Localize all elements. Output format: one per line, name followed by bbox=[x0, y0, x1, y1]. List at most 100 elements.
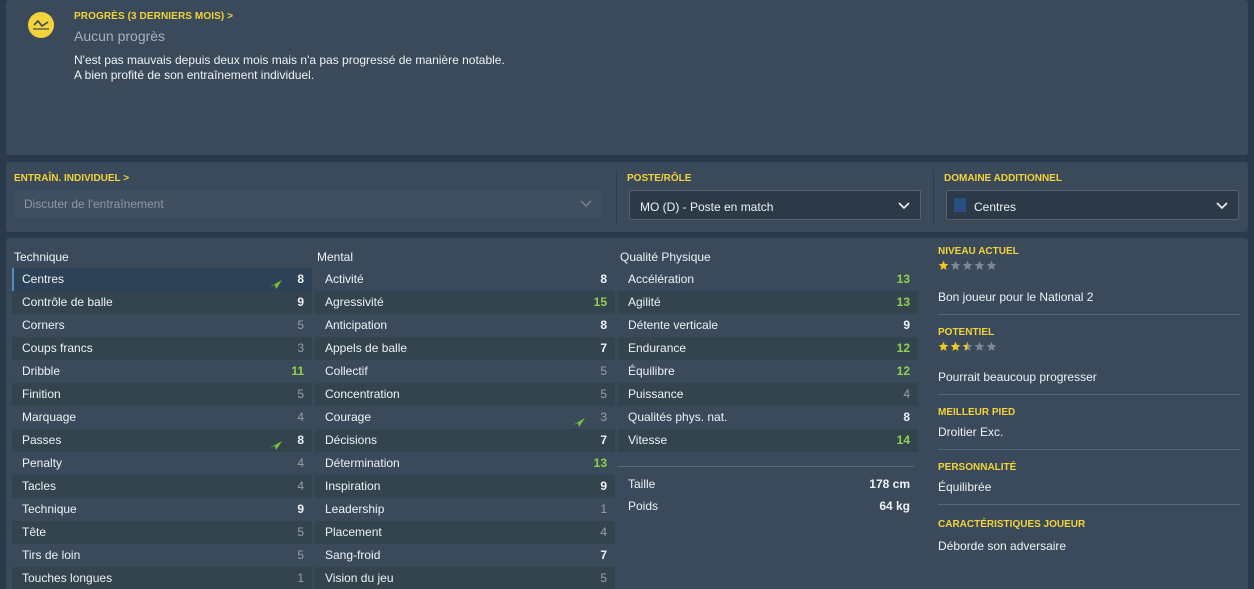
star-icon bbox=[938, 341, 949, 355]
attribute-name: Marquage bbox=[22, 410, 77, 424]
current-ability-label: NIVEAU ACTUEL bbox=[938, 246, 1019, 257]
attribute-row[interactable]: Penalty 4 bbox=[12, 452, 312, 475]
attribute-row[interactable]: Agressivité 15 bbox=[315, 291, 615, 314]
attribute-row[interactable]: Dribble 11 bbox=[12, 360, 312, 383]
attribute-name: Placement bbox=[325, 525, 382, 539]
attribute-row[interactable]: Centres 8 bbox=[12, 268, 312, 291]
attribute-name: Décisions bbox=[325, 433, 378, 447]
attribute-name: Vitesse bbox=[628, 433, 668, 447]
traits-label: CARACTÉRISTIQUES JOUEUR bbox=[938, 519, 1086, 530]
attribute-row[interactable]: Puissance 4 bbox=[618, 383, 918, 406]
divider bbox=[938, 449, 1240, 450]
attribute-name: Dribble bbox=[22, 364, 61, 378]
current-ability-text: Bon joueur pour le National 2 bbox=[938, 290, 1094, 304]
attribute-value: 14 bbox=[896, 433, 910, 447]
attribute-row[interactable]: Appels de balle 7 bbox=[315, 337, 615, 360]
attribute-name: Activité bbox=[325, 272, 364, 286]
attribute-value: 8 bbox=[297, 433, 304, 447]
progress-line-1: N'est pas mauvais depuis deux mois mais … bbox=[74, 53, 505, 67]
divider bbox=[616, 170, 617, 224]
attribute-value: 7 bbox=[600, 341, 607, 355]
star-icon bbox=[986, 341, 997, 355]
attribute-row[interactable]: Collectif 5 bbox=[315, 360, 615, 383]
weight-row: Poids 64 kg bbox=[618, 495, 918, 517]
attribute-row[interactable]: Marquage 4 bbox=[12, 406, 312, 429]
attribute-row[interactable]: Agilité 13 bbox=[618, 291, 918, 314]
attribute-row[interactable]: Placement 4 bbox=[315, 521, 615, 544]
attribute-value: 5 bbox=[600, 387, 607, 401]
attribute-row[interactable]: Détermination 13 bbox=[315, 452, 615, 475]
attribute-name: Tacles bbox=[22, 479, 57, 493]
attribute-row[interactable]: Courage 3 bbox=[315, 406, 615, 429]
attribute-row[interactable]: Endurance 12 bbox=[618, 337, 918, 360]
mental-header: Mental bbox=[317, 250, 354, 264]
additional-dropdown[interactable]: Centres bbox=[946, 190, 1239, 220]
attribute-row[interactable]: Finition 5 bbox=[12, 383, 312, 406]
attribute-row[interactable]: Contrôle de balle 9 bbox=[12, 291, 312, 314]
attribute-row[interactable]: Corners 5 bbox=[12, 314, 312, 337]
attribute-row[interactable]: Leadership 1 bbox=[315, 498, 615, 521]
star-icon bbox=[986, 260, 997, 274]
attribute-row[interactable]: Coups francs 3 bbox=[12, 337, 312, 360]
attribute-row[interactable]: Activité 8 bbox=[315, 268, 615, 291]
attribute-value: 9 bbox=[903, 318, 910, 332]
foot-label: MEILLEUR PIED bbox=[938, 407, 1016, 418]
attribute-value: 4 bbox=[297, 410, 304, 424]
attribute-row[interactable]: Détente verticale 9 bbox=[618, 314, 918, 337]
physical-column: Qualité Physique Accélération 13 Agilité 13… bbox=[618, 246, 918, 517]
selectors-panel: ENTRAÎN. INDIVIDUEL > Discuter de l'entr… bbox=[6, 162, 1248, 232]
star-icon bbox=[950, 341, 961, 355]
role-label: POSTE/RÔLE bbox=[627, 173, 692, 184]
height-label: Taille bbox=[628, 477, 656, 491]
training-discuss-text: Discuter de l'entraînement bbox=[24, 197, 164, 211]
attribute-row[interactable]: Décisions 7 bbox=[315, 429, 615, 452]
chevron-down-icon bbox=[1216, 200, 1228, 214]
attribute-row[interactable]: Tacles 4 bbox=[12, 475, 312, 498]
attribute-value: 5 bbox=[297, 525, 304, 539]
attribute-value: 1 bbox=[600, 502, 607, 516]
attribute-name: Vision du jeu bbox=[325, 571, 394, 585]
attribute-row[interactable]: Équilibre 12 bbox=[618, 360, 918, 383]
attribute-row[interactable]: Vision du jeu 5 bbox=[315, 567, 615, 589]
attribute-value: 3 bbox=[600, 410, 607, 424]
attributes-panel: Technique Centres 8 Contrôle de balle 9 Corn… bbox=[6, 238, 1248, 589]
divider bbox=[933, 170, 934, 224]
attribute-row[interactable]: Tête 5 bbox=[12, 521, 312, 544]
technique-column: Technique Centres 8 Contrôle de balle 9 Corn… bbox=[12, 246, 312, 589]
attribute-name: Anticipation bbox=[325, 318, 388, 332]
attribute-row[interactable]: Anticipation 8 bbox=[315, 314, 615, 337]
progress-label-link[interactable]: PROGRÈS (3 DERNIERS MOIS) > bbox=[74, 11, 234, 22]
star-icon bbox=[962, 260, 973, 274]
training-focus-arrow-icon bbox=[270, 274, 282, 297]
attribute-row[interactable]: Inspiration 9 bbox=[315, 475, 615, 498]
attribute-name: Concentration bbox=[325, 387, 400, 401]
attribute-value: 5 bbox=[297, 548, 304, 562]
training-label-link[interactable]: ENTRAÎN. INDIVIDUEL > bbox=[14, 173, 130, 184]
progress-panel: PROGRÈS (3 DERNIERS MOIS) > Aucun progrè… bbox=[6, 0, 1248, 155]
attribute-row[interactable]: Qualités phys. nat. 8 bbox=[618, 406, 918, 429]
attribute-row[interactable]: Sang-froid 7 bbox=[315, 544, 615, 567]
attribute-name: Contrôle de balle bbox=[22, 295, 113, 309]
attribute-row[interactable]: Concentration 5 bbox=[315, 383, 615, 406]
attribute-name: Accélération bbox=[628, 272, 695, 286]
attribute-name: Courage bbox=[325, 410, 372, 424]
attribute-row[interactable]: Touches longues 1 bbox=[12, 567, 312, 589]
attribute-name: Détermination bbox=[325, 456, 400, 470]
attribute-row[interactable]: Passes 8 bbox=[12, 429, 312, 452]
additional-value: Centres bbox=[974, 200, 1017, 214]
attribute-row[interactable]: Tirs de loin 5 bbox=[12, 544, 312, 567]
attribute-value: 4 bbox=[297, 456, 304, 470]
attribute-name: Tête bbox=[22, 525, 47, 539]
attribute-name: Leadership bbox=[325, 502, 385, 516]
attribute-value: 8 bbox=[600, 272, 607, 286]
attribute-name: Touches longues bbox=[22, 571, 113, 585]
attribute-row[interactable]: Vitesse 14 bbox=[618, 429, 918, 452]
attribute-name: Sang-froid bbox=[325, 548, 381, 562]
attribute-row[interactable]: Technique 9 bbox=[12, 498, 312, 521]
attribute-row[interactable]: Accélération 13 bbox=[618, 268, 918, 291]
attribute-value: 9 bbox=[297, 502, 304, 516]
chart-trend-icon bbox=[28, 12, 54, 38]
attribute-value: 1 bbox=[297, 571, 304, 585]
attribute-value: 4 bbox=[297, 479, 304, 493]
role-dropdown[interactable]: MO (D) - Poste en match bbox=[629, 190, 921, 220]
